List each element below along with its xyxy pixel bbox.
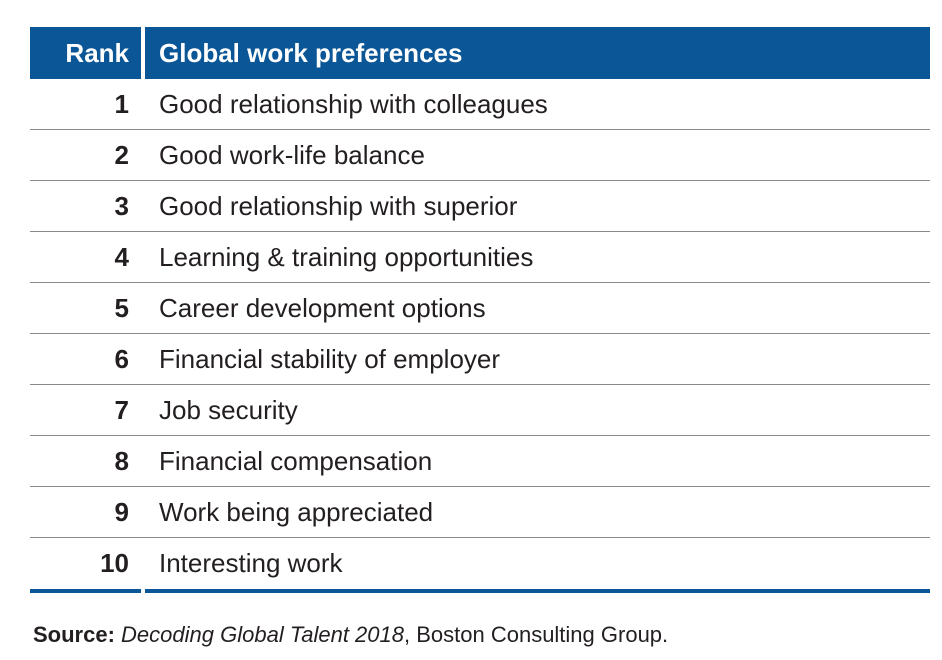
rank-cell: 3 [114,190,129,221]
rank-cell: 2 [114,139,129,170]
rank-column-header: Rank [30,27,141,79]
table-header: Rank Global work preferences [30,27,930,79]
table-row: 8 Financial compensation [30,436,930,487]
source-label: Source: [33,622,115,647]
rank-cell: 4 [114,241,129,272]
table-row: 1 Good relationship with colleagues [30,79,930,130]
preference-cell: Financial stability of employer [159,343,501,374]
table-body: 1 Good relationship with colleagues 2 Go… [30,79,930,589]
table-row: 6 Financial stability of employer [30,334,930,385]
table-bottom-rule [30,589,930,593]
preference-cell: Career development options [159,292,486,323]
bottom-rule-rank-segment [30,589,141,593]
source-note: Source: Decoding Global Talent 2018, Bos… [33,622,668,648]
rank-cell: 10 [100,548,129,578]
preference-cell: Learning & training opportunities [159,241,534,272]
table-row: 7 Job security [30,385,930,436]
table-row: 10 Interesting work [30,538,930,589]
preference-cell: Good work-life balance [159,139,425,170]
preference-cell: Work being appreciated [159,496,434,527]
rank-cell: 7 [114,394,129,425]
preference-cell: Interesting work [159,548,343,578]
table-row: 5 Career development options [30,283,930,334]
source-title: Decoding Global Talent 2018 [121,622,404,647]
source-publisher: , Boston Consulting Group. [404,622,669,647]
table-row: 4 Learning & training opportunities [30,232,930,283]
preference-column-header: Global work preferences [145,27,930,79]
rank-cell: 6 [114,343,129,374]
preferences-table: Rank Global work preferences 1 Good rela… [30,27,930,593]
preference-cell: Financial compensation [159,445,433,476]
rank-cell: 1 [114,88,129,119]
table-row: 3 Good relationship with superior [30,181,930,232]
preference-cell: Good relationship with superior [159,190,518,221]
table-row: 2 Good work-life balance [30,130,930,181]
bottom-rule-preference-segment [145,589,930,593]
rank-cell: 5 [114,292,129,323]
rank-cell: 8 [114,445,129,476]
table-row: 9 Work being appreciated [30,487,930,538]
preference-cell: Good relationship with colleagues [159,88,548,119]
rank-cell: 9 [114,496,129,527]
preference-cell: Job security [159,394,298,425]
